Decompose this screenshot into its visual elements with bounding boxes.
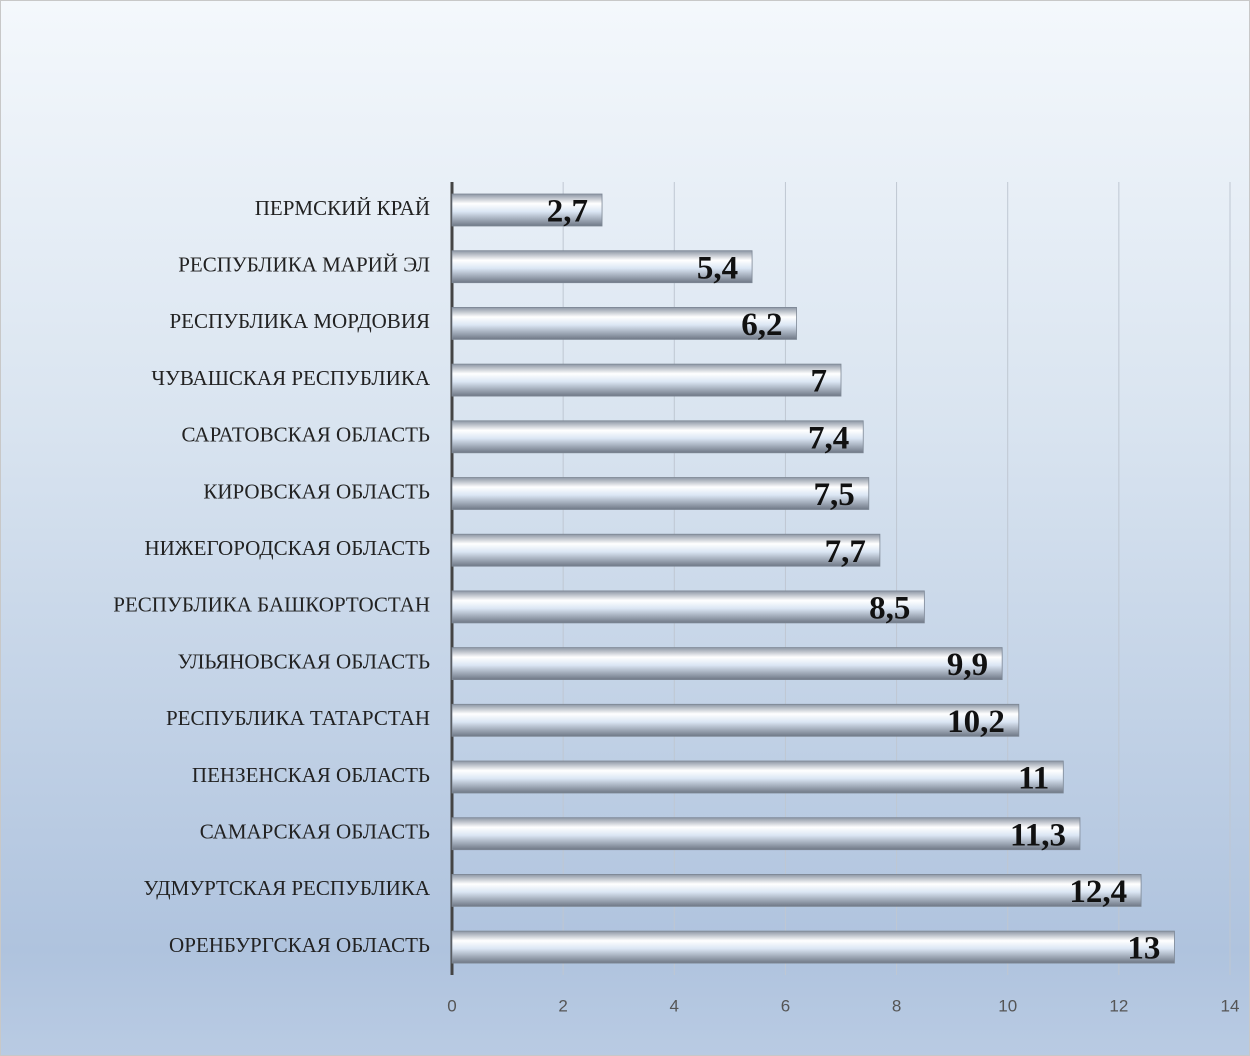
x-tick-label: 2 [558, 996, 567, 1015]
value-label: 6,2 [741, 307, 782, 343]
bar [451, 193, 603, 227]
bar [451, 647, 1003, 680]
x-tick-label: 4 [670, 996, 679, 1015]
value-label: 13 [1127, 931, 1160, 967]
category-label: РЕСПУБЛИКА БАШКОРТОСТАН [113, 593, 430, 617]
bar [451, 420, 864, 454]
bar [451, 930, 1175, 964]
x-tick-label: 6 [781, 996, 790, 1015]
value-label: 7,7 [825, 534, 866, 570]
bar [451, 703, 1020, 737]
category-label: КИРОВСКАЯ ОБЛАСТЬ [203, 479, 430, 503]
bar [451, 817, 1081, 851]
value-label: 11 [1018, 761, 1049, 797]
value-label: 10,2 [947, 704, 1005, 740]
x-tick-label: 14 [1221, 996, 1240, 1015]
x-tick-label: 12 [1109, 996, 1128, 1015]
bar [451, 306, 797, 340]
bar [451, 533, 881, 567]
bar [451, 760, 1064, 794]
value-label: 5,4 [697, 250, 738, 286]
category-label: УЛЬЯНОВСКАЯ ОБЛАСТЬ [178, 649, 430, 673]
value-label: 11,3 [1010, 817, 1066, 853]
category-label: САМАРСКАЯ ОБЛАСТЬ [200, 820, 430, 844]
category-label: РЕСПУБЛИКА МОРДОВИЯ [169, 309, 430, 333]
value-label: 9,9 [947, 647, 988, 683]
value-label: 7 [811, 364, 828, 400]
category-label: НИЖЕГОРОДСКАЯ ОБЛАСТЬ [144, 536, 430, 560]
category-label: РЕСПУБЛИКА МАРИЙ ЭЛ [178, 253, 430, 277]
value-label: 7,4 [808, 420, 849, 456]
x-tick-label: 8 [892, 996, 901, 1015]
bar [451, 477, 870, 510]
value-label: 8,5 [869, 590, 910, 626]
category-label: ПЕНЗЕНСКАЯ ОБЛАСТЬ [192, 763, 430, 787]
value-label: 2,7 [547, 194, 588, 230]
category-label: ЧУВАШСКАЯ РЕСПУБЛИКА [151, 366, 430, 390]
category-label: ОРЕНБУРГСКАЯ ОБЛАСТЬ [169, 933, 430, 957]
category-label: УДМУРТСКАЯ РЕСПУБЛИКА [144, 876, 431, 900]
x-tick-label: 0 [447, 996, 456, 1015]
category-label: РЕСПУБЛИКА ТАТАРСТАН [166, 706, 430, 730]
bar [451, 250, 753, 284]
bar [451, 363, 842, 397]
category-label: САРАТОВСКАЯ ОБЛАСТЬ [181, 423, 430, 447]
value-label: 12,4 [1069, 874, 1127, 910]
x-tick-label: 10 [998, 996, 1017, 1015]
bar [451, 874, 1142, 907]
bar [451, 590, 925, 624]
value-label: 7,5 [814, 477, 855, 513]
category-label: ПЕРМСКИЙ КРАЙ [255, 196, 430, 220]
